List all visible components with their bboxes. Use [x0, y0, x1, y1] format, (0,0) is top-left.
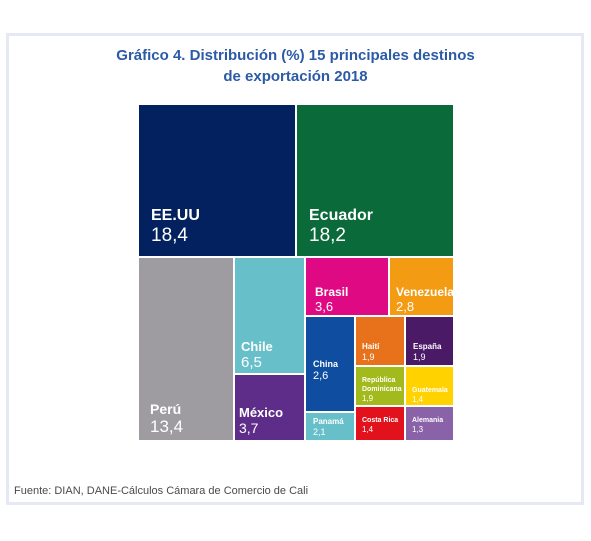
treemap-country-name: Haití: [362, 342, 380, 351]
treemap-label: Brasil 3,6: [315, 285, 348, 314]
treemap-country-name: México: [239, 405, 284, 420]
treemap-cell-republica-dominicana: República Dominicana 1,9: [355, 366, 405, 406]
treemap-label: EE.UU 18,4: [151, 207, 200, 246]
treemap-country-value: 18,4: [151, 225, 188, 246]
treemap-cell-venezuela: Venezuela 2,8: [389, 257, 454, 316]
treemap-cell-mexico: México 3,7: [234, 374, 305, 441]
treemap-cell-ee-uu: EE.UU 18,4: [138, 104, 296, 257]
treemap-cell-panama: Panamá 2,1: [305, 412, 355, 441]
treemap-country-value: 2,8: [396, 299, 415, 314]
treemap-cell-china: China 2,6: [305, 316, 355, 412]
treemap-country-name: Perú: [150, 401, 182, 417]
treemap-country-value: 6,5: [241, 354, 262, 371]
treemap-country-value: 18,2: [309, 225, 346, 246]
treemap-country-value: 13,4: [150, 417, 184, 436]
treemap-label: Guatemala 1,4: [412, 386, 448, 405]
treemap-country-value: 1,4: [412, 395, 424, 404]
treemap-country-name: Alemania: [412, 417, 444, 424]
treemap-country-name: Panamá: [313, 417, 344, 426]
treemap-cell-espana: España 1,9: [405, 316, 454, 366]
treemap-country-value: 1,4: [362, 425, 374, 434]
treemap-country-value: 1,9: [362, 352, 375, 362]
treemap-country-value: 3,6: [315, 299, 334, 314]
treemap-country-value: 2,6: [313, 370, 329, 382]
treemap-country-name: República Dominicana: [362, 377, 402, 393]
treemap-country-value: 1,9: [362, 394, 374, 403]
treemap-country-value: 3,7: [239, 420, 259, 436]
treemap-country-name: Chile: [241, 339, 273, 354]
treemap-label: Ecuador 18,2: [309, 207, 373, 246]
treemap-cell-costa-rica: Costa Rica 1,4: [355, 406, 405, 441]
treemap-cell-chile: Chile 6,5: [234, 257, 305, 374]
treemap-label: China 2,6: [313, 359, 338, 383]
treemap-country-name: Costa Rica: [362, 417, 399, 424]
treemap-label: República Dominicana 1,9: [362, 376, 402, 404]
treemap-country-name: Brasil: [315, 285, 349, 299]
treemap-country-value: 2,1: [313, 427, 326, 437]
treemap-label: Perú 13,4: [150, 401, 183, 436]
treemap-label: Venezuela 2,8: [396, 285, 454, 314]
source-note: Fuente: DIAN, DANE-Cálculos Cámara de Co…: [14, 485, 309, 497]
treemap-cell-haiti: Haití 1,9: [355, 316, 405, 366]
treemap-label: Panamá 2,1: [313, 417, 344, 438]
treemap-label: Chile 6,5: [241, 339, 273, 371]
treemap-country-name: Ecuador: [309, 207, 374, 224]
chart-title: Gráfico 4. Distribución (%) 15 principal…: [0, 45, 591, 87]
treemap-country-name: EE.UU: [151, 207, 200, 224]
chart-title-line2: de exportación 2018: [223, 68, 368, 85]
treemap-country-name: China: [313, 359, 339, 369]
treemap-label: España 1,9: [413, 342, 441, 363]
treemap-cell-ecuador: Ecuador 18,2: [296, 104, 454, 257]
treemap-label: México 3,7: [239, 405, 283, 436]
chart-title-line1: Gráfico 4. Distribución (%) 15 principal…: [116, 47, 475, 64]
treemap-country-name: España: [413, 342, 442, 351]
treemap-country-value: 1,9: [413, 352, 426, 362]
treemap-label: Costa Rica 1,4: [362, 416, 398, 435]
treemap-cell-brasil: Brasil 3,6: [305, 257, 389, 316]
treemap-cell-alemania: Alemania 1,3: [405, 406, 454, 441]
treemap-label: Haití 1,9: [362, 342, 379, 363]
treemap-cell-peru: Perú 13,4: [138, 257, 234, 441]
treemap-country-value: 1,3: [412, 425, 424, 434]
treemap-label: Alemania 1,3: [412, 416, 443, 435]
treemap-country-name: Guatemala: [412, 387, 448, 394]
treemap-cell-guatemala: Guatemala 1,4: [405, 366, 454, 406]
treemap-country-name: Venezuela: [396, 285, 454, 299]
